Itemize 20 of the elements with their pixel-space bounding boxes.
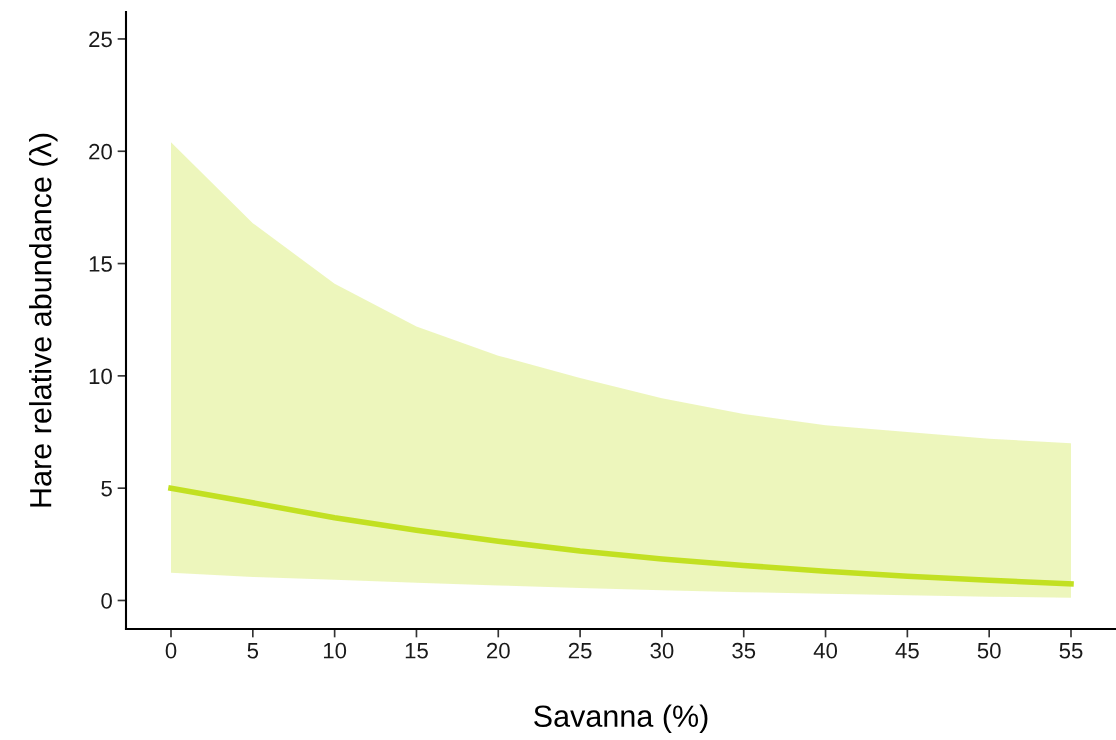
- x-tick-label: 55: [1059, 643, 1083, 659]
- x-tick-label: 40: [813, 642, 838, 659]
- y-axis-title: Hare relative abundance (λ): [29, 133, 58, 507]
- y-tick-label: 5: [101, 480, 112, 497]
- x-tick-label: 50: [977, 642, 1001, 659]
- y-tick-label: 20: [89, 143, 112, 160]
- x-tick-label: 15: [405, 643, 428, 659]
- y-tick-label: 0: [101, 593, 112, 609]
- x-tick-label: 35: [732, 642, 756, 659]
- x-tick-label: 45: [895, 643, 919, 659]
- x-tick-label: 20: [487, 642, 510, 659]
- y-tick-label: 25: [89, 31, 112, 48]
- x-tick-label: 25: [568, 642, 592, 659]
- x-tick-label: 5: [247, 643, 259, 659]
- x-tick-label: 0: [165, 642, 177, 659]
- y-tick-label: 10: [89, 368, 112, 385]
- x-tick-label: 10: [323, 642, 347, 659]
- x-tick-label: 30: [650, 642, 674, 659]
- x-axis-title: Savanna (%): [534, 704, 708, 734]
- y-tick-label: 15: [89, 256, 112, 272]
